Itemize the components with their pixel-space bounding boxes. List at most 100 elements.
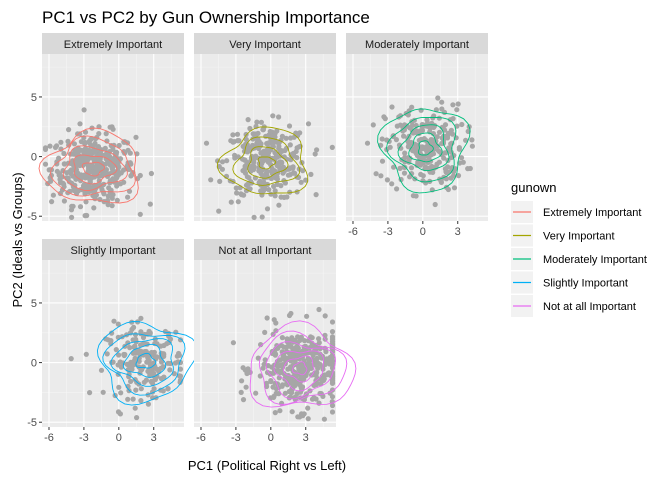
- scatter-point: [140, 334, 147, 341]
- scatter-point: [418, 107, 424, 113]
- scatter-point: [272, 410, 278, 416]
- scatter-point: [451, 185, 458, 191]
- density-contour: [377, 108, 471, 194]
- scatter-point: [219, 166, 225, 172]
- scatter-point: [384, 177, 390, 183]
- scatter-point: [59, 187, 66, 193]
- scatter-point: [273, 390, 279, 396]
- density-contour: [96, 321, 199, 406]
- density-contour: [417, 140, 434, 156]
- scatter-point: [435, 95, 441, 101]
- scatter-point: [316, 340, 322, 346]
- scatter-point: [317, 351, 323, 357]
- scatter-point: [397, 122, 403, 128]
- scatter-point: [254, 119, 260, 125]
- scatter-point: [132, 343, 138, 349]
- scatter-point: [121, 139, 127, 145]
- scatter-point: [329, 354, 336, 360]
- scatter-point: [235, 138, 241, 144]
- x-tick-label: 0: [268, 432, 274, 444]
- density-contour: [102, 333, 186, 396]
- scatter-point: [247, 125, 253, 132]
- scatter-point: [270, 384, 276, 390]
- scatter-point: [448, 149, 454, 155]
- x-tick-label: 3: [151, 432, 157, 444]
- scatter-point: [286, 166, 292, 172]
- scatter-point: [329, 348, 336, 354]
- scatter-point: [409, 104, 415, 110]
- scatter-point: [279, 159, 285, 165]
- scatter-point: [290, 164, 296, 170]
- scatter-point: [117, 411, 123, 417]
- scatter-point: [272, 188, 278, 194]
- scatter-point: [427, 145, 433, 151]
- scatter-point: [151, 386, 157, 392]
- scatter-point: [378, 173, 384, 179]
- scatter-point: [429, 137, 435, 143]
- y-axis-title: PC2 (Ideals vs Groups): [10, 172, 25, 307]
- scatter-point: [414, 162, 420, 168]
- scatter-point: [314, 369, 320, 376]
- scatter-point: [278, 194, 284, 200]
- scatter-point: [271, 317, 277, 323]
- scatter-point: [246, 175, 252, 181]
- scatter-point: [278, 362, 284, 368]
- scatter-point: [145, 401, 151, 407]
- scatter-point: [167, 367, 173, 373]
- scatter-point: [111, 318, 117, 324]
- scatter-point: [445, 164, 451, 170]
- density-contour: [292, 361, 308, 376]
- scatter-point: [288, 343, 294, 350]
- scatter-point: [329, 319, 336, 325]
- scatter-point: [279, 335, 285, 341]
- x-tick-label: -6: [348, 226, 358, 238]
- density-contour: [282, 355, 315, 383]
- scatter-point: [276, 143, 282, 149]
- scatter-point: [313, 192, 319, 198]
- scatter-point: [263, 133, 269, 139]
- scatter-point: [82, 139, 88, 146]
- scatter-point: [219, 159, 226, 165]
- scatter-point: [91, 205, 97, 211]
- scatter-point: [82, 129, 89, 135]
- scatter-point: [329, 144, 335, 150]
- scatter-point: [125, 362, 131, 368]
- scatter-point: [393, 137, 399, 143]
- facet-panel: Extremely Important -5 0 5: [27, 33, 184, 223]
- scatter-point: [292, 358, 298, 364]
- scatter-point: [98, 367, 105, 373]
- scatter-point: [61, 198, 67, 204]
- scatter-point: [238, 191, 244, 197]
- scatter-point: [307, 345, 313, 351]
- scatter-point: [84, 148, 91, 154]
- scatter-point: [373, 171, 379, 177]
- scatter-point: [292, 369, 298, 375]
- density-contour: [247, 146, 289, 179]
- facet-strip-label: Moderately Important: [365, 39, 469, 51]
- scatter-point: [450, 102, 456, 108]
- scatter-point: [136, 364, 142, 370]
- scatter-point: [49, 199, 55, 205]
- scatter-point: [273, 328, 279, 334]
- facet-strip-label: Extremely Important: [64, 39, 162, 51]
- scatter-point: [253, 153, 259, 159]
- scatter-point: [54, 143, 60, 149]
- scatter-point: [276, 164, 282, 170]
- scatter-point: [305, 416, 311, 422]
- scatter-point: [329, 358, 336, 364]
- x-tick-label: 3: [455, 226, 461, 238]
- scatter-point: [322, 313, 328, 319]
- scatter-point: [270, 370, 277, 376]
- scatter-point: [379, 136, 385, 142]
- scatter-point: [102, 145, 108, 151]
- scatter-point: [87, 169, 93, 175]
- scatter-point: [286, 123, 293, 129]
- scatter-point: [272, 155, 278, 161]
- scatter-point: [245, 366, 251, 372]
- density-contour: [397, 124, 450, 172]
- scatter-point: [305, 361, 311, 367]
- scatter-point: [88, 175, 94, 181]
- scatter-point: [261, 180, 267, 186]
- scatter-point: [77, 131, 83, 137]
- scatter-point: [314, 355, 320, 361]
